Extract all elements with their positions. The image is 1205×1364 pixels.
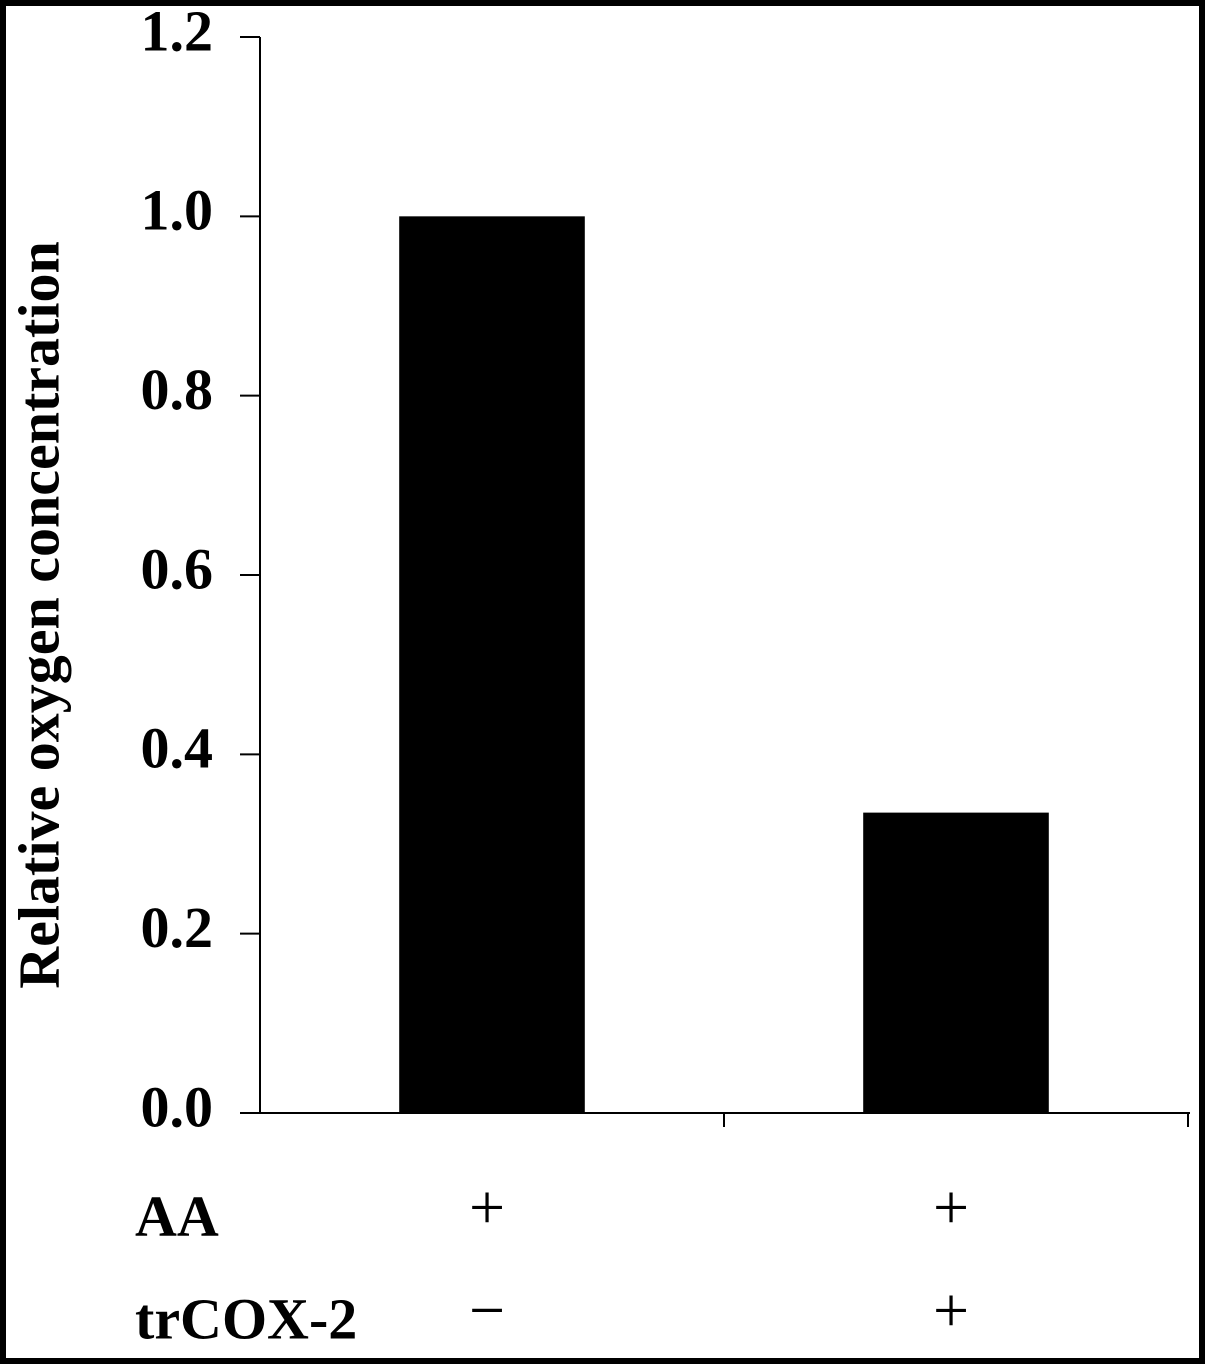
bar [863,812,1049,1113]
condition-mark: + [933,1275,969,1346]
condition-mark: − [469,1275,505,1346]
y-tick-label: 1.0 [141,178,214,243]
condition-mark: + [933,1172,969,1243]
condition-label: AA [135,1183,219,1248]
y-tick-label: 0.4 [141,716,214,781]
y-tick-label: 0.0 [141,1074,214,1139]
condition-label: trCOX-2 [135,1286,357,1351]
condition-mark: + [469,1172,505,1243]
y-tick-label: 0.2 [141,895,214,960]
bar [399,216,585,1114]
y-tick-label: 0.8 [141,357,214,422]
y-axis-title: Relative oxygen concentration [6,241,71,988]
y-tick-label: 0.6 [141,536,214,601]
y-tick-label: 1.2 [141,0,214,63]
